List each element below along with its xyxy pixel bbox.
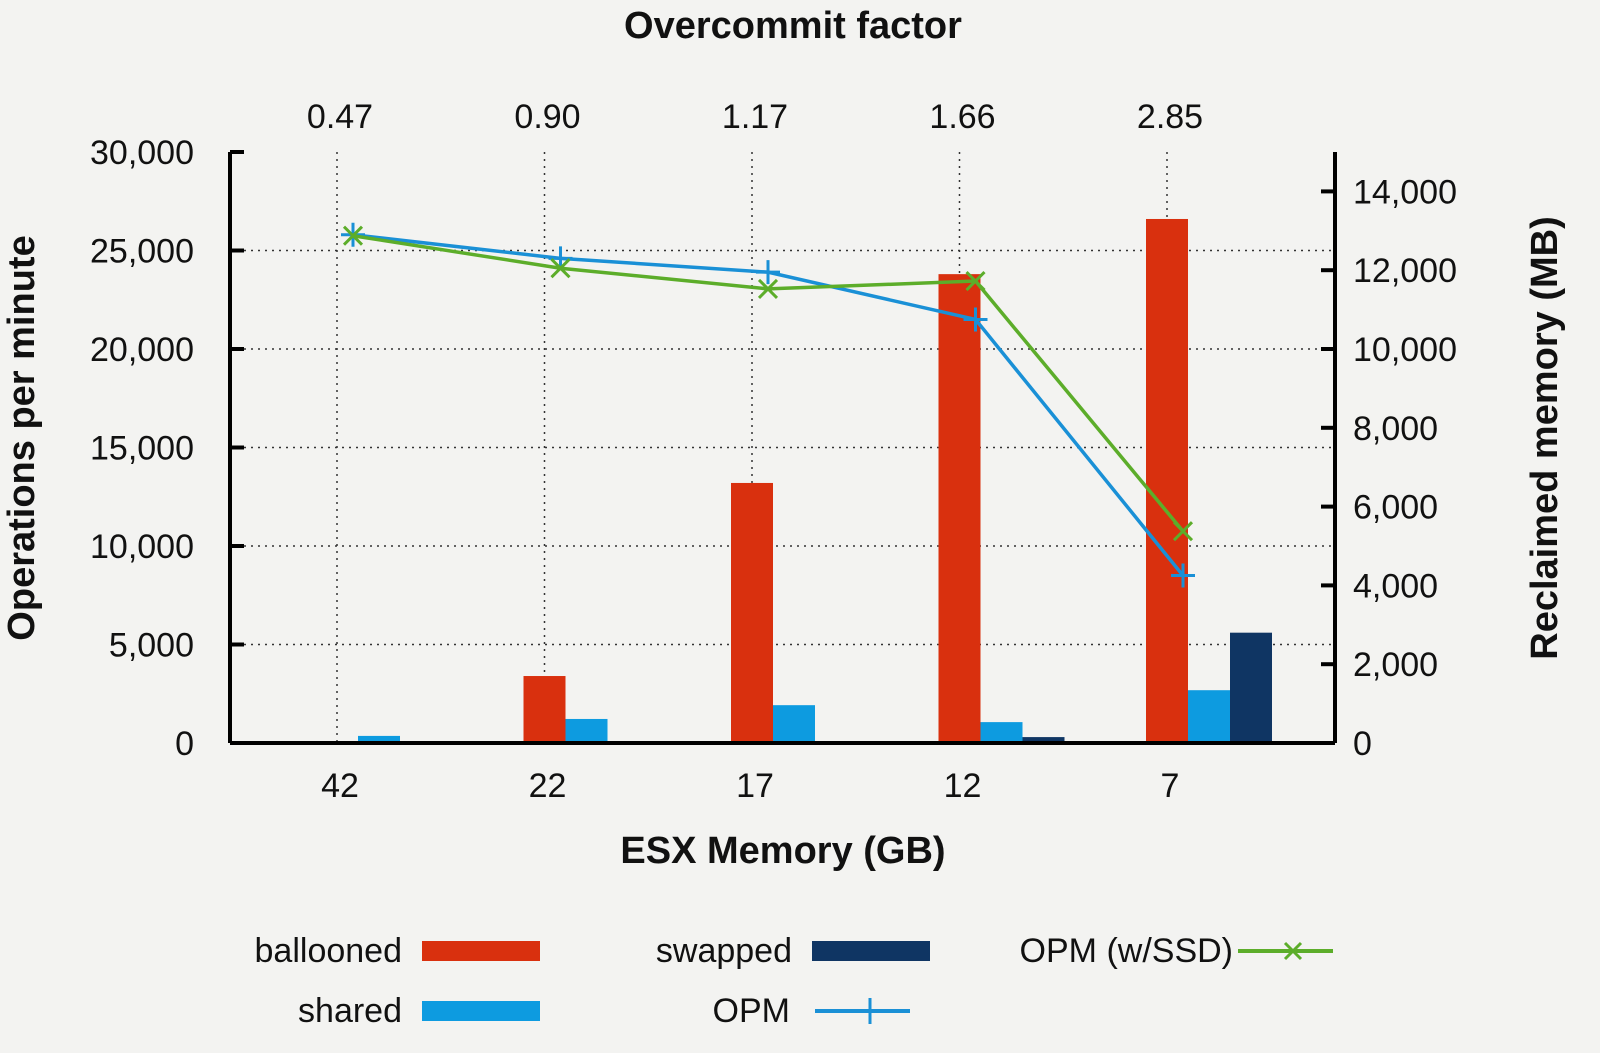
- y-tick-label-left: 15,000: [90, 430, 194, 468]
- legend-label: swapped: [656, 932, 792, 970]
- top-x-tick-label: 0.90: [514, 98, 580, 136]
- y-tick-label-right: 12,000: [1353, 252, 1457, 290]
- point-opm: [1171, 563, 1195, 588]
- x-tick-label: 12: [944, 767, 982, 805]
- legend-swatch: [422, 1001, 540, 1021]
- point-opm: [963, 307, 988, 332]
- point-opm-ssd: [965, 270, 986, 292]
- legend-swatch: [422, 941, 540, 961]
- y-tick-label-right: 6,000: [1353, 489, 1438, 527]
- y-tick-label-left: 30,000: [90, 134, 194, 172]
- bar-shared: [565, 718, 608, 743]
- legend-label: ballooned: [255, 932, 402, 970]
- x-tick-label: 17: [736, 767, 774, 805]
- bar-swapped: [1230, 632, 1272, 743]
- y-tick-label-left: 5,000: [109, 627, 194, 665]
- legend-marker-x: [1283, 941, 1303, 961]
- y-tick-label-left: 0: [175, 725, 194, 763]
- legend-label: shared: [298, 992, 402, 1030]
- point-opm-ssd: [757, 278, 779, 299]
- bar-shared: [773, 705, 815, 743]
- y-tick-label-right: 8,000: [1353, 410, 1438, 448]
- y-tick-label-right: 2,000: [1353, 646, 1438, 684]
- y-tick-label-left: 10,000: [90, 528, 194, 566]
- x-tick-label: 42: [321, 767, 359, 805]
- bar-shared: [358, 735, 400, 743]
- legend-swatch: [812, 941, 930, 961]
- y-axis-left-label: Operations per minute: [1, 235, 43, 640]
- y-tick-label-right: 0: [1353, 725, 1372, 763]
- legend-label: OPM (w/SSD): [1020, 932, 1233, 970]
- bar-ballooned: [1146, 218, 1188, 744]
- x-tick-label: 22: [529, 767, 567, 805]
- y-tick-label-right: 14,000: [1353, 173, 1457, 211]
- top-x-tick-label: 0.47: [307, 98, 373, 136]
- y-tick-label-left: 20,000: [90, 331, 194, 369]
- y-tick-label-left: 25,000: [90, 233, 194, 271]
- bar-shared: [980, 722, 1023, 743]
- point-opm-ssd: [1172, 521, 1194, 542]
- bar-ballooned: [523, 676, 566, 743]
- bar-shared: [1188, 690, 1230, 743]
- bar-ballooned: [938, 274, 981, 743]
- chart-title: Overcommit factor: [624, 5, 962, 47]
- bar-swapped: [1022, 737, 1065, 743]
- legend-label: OPM: [713, 992, 790, 1030]
- top-x-tick-label: 1.17: [722, 98, 788, 136]
- y-tick-label-right: 10,000: [1353, 331, 1457, 369]
- x-axis-label: ESX Memory (GB): [620, 830, 945, 872]
- point-opm-ssd: [342, 225, 364, 246]
- point-opm-ssd: [550, 258, 571, 279]
- top-x-tick-label: 1.66: [929, 98, 995, 136]
- bar-ballooned: [731, 482, 773, 743]
- y-tick-label-right: 4,000: [1353, 567, 1438, 605]
- y-axis-right-label: Reclaimed memory (MB): [1524, 216, 1566, 659]
- point-opm: [756, 260, 780, 285]
- x-tick-label: 7: [1161, 767, 1180, 805]
- top-x-tick-label: 2.85: [1137, 98, 1203, 136]
